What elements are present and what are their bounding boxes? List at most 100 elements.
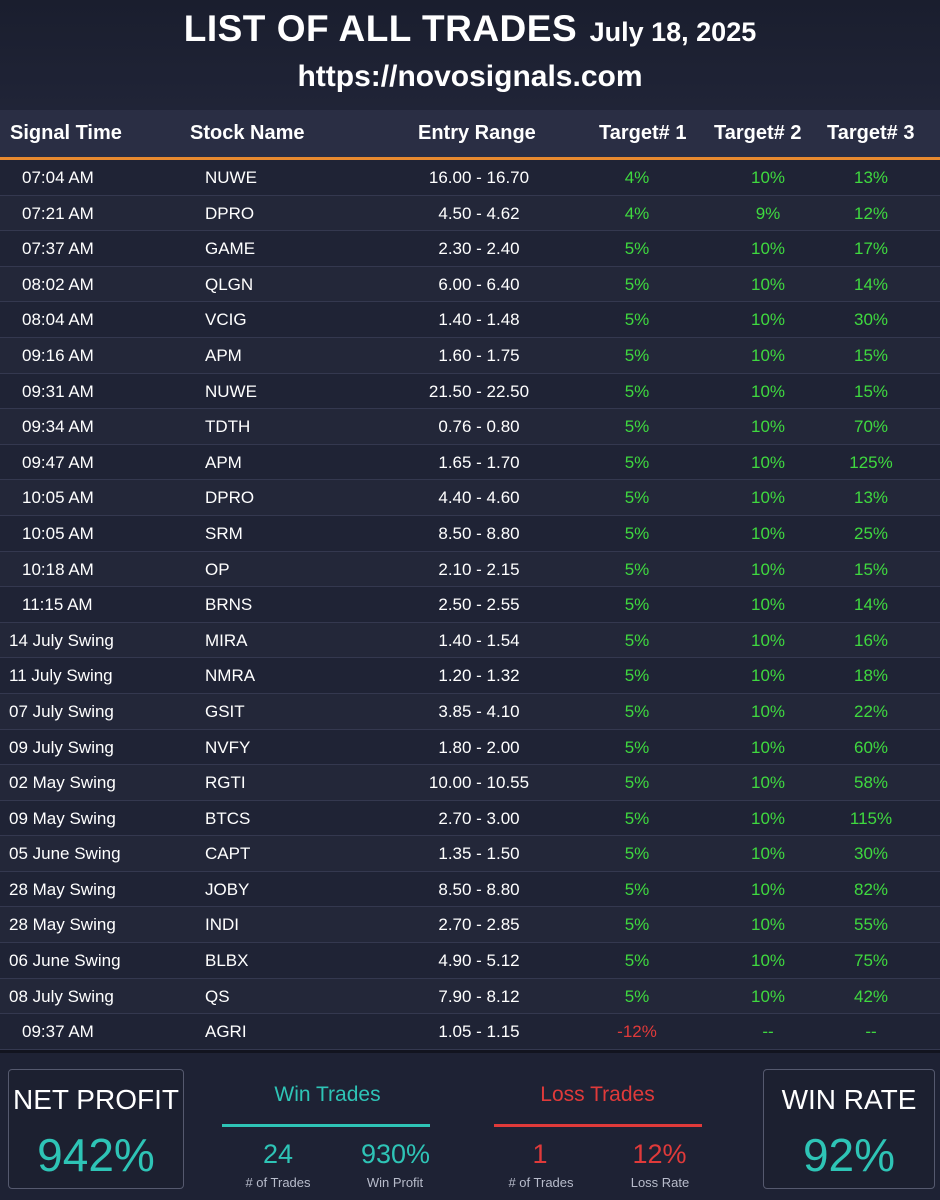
stock-name-cell: GAME <box>205 239 256 259</box>
target-1-cell: 4% <box>624 168 650 187</box>
target-1-cell: 5% <box>624 417 650 437</box>
stock-name-cell: NUWE <box>205 381 257 401</box>
signal-time-cell: 07:21 AM <box>22 203 94 223</box>
entry-range-cell: 16.00 - 16.70 <box>428 168 530 187</box>
entry-range-cell: 2.70 - 3.00 <box>438 808 520 828</box>
stock-name-cell: OP <box>205 559 230 579</box>
target-2-cell: 10% <box>750 986 786 1006</box>
col-target-2: Target# 2 <box>714 122 802 144</box>
stock-name-cell: BLBX <box>205 951 249 971</box>
entry-range-cell: 8.50 - 8.80 <box>438 879 520 899</box>
trades-table: 07:04 AM NUWE 16.00 - 16.70 4% 10% 13% 07:21 A… <box>0 160 940 1050</box>
target-1-cell: 5% <box>624 808 650 828</box>
table-row: 07 July Swing GSIT 3.85 - 4.10 5% 10% 22% <box>0 693 940 730</box>
site-url[interactable]: https://novosignals.com <box>297 60 643 93</box>
signal-time-cell: 08 July Swing <box>9 986 114 1006</box>
target-1-cell: 5% <box>624 274 650 294</box>
table-row: 10:05 AM DPRO 4.40 - 4.60 5% 10% 13% <box>0 480 940 516</box>
target-2-cell: 10% <box>750 701 786 721</box>
entry-range-cell: 1.80 - 2.00 <box>438 737 520 757</box>
win-rate-box: WIN RATE 92% <box>763 1069 935 1189</box>
target-2-cell: 10% <box>750 666 786 686</box>
stock-name-cell: BRNS <box>205 595 253 615</box>
target-1-cell: 5% <box>624 488 650 508</box>
target-3-cell: 18% <box>853 666 889 686</box>
target-2-cell: 10% <box>750 381 786 401</box>
table-row: 11 July Swing NMRA 1.20 - 1.32 5% 10% 18% <box>0 658 940 694</box>
win-profit-caption: Win Profit <box>366 1175 424 1190</box>
target-2-cell: 10% <box>750 773 786 793</box>
win-count: 24 <box>262 1139 294 1169</box>
entry-range-cell: 1.65 - 1.70 <box>438 452 520 472</box>
target-2-cell: 10% <box>750 737 786 757</box>
table-row: 09 July Swing NVFY 1.80 - 2.00 5% 10% 60% <box>0 729 940 766</box>
target-1-cell: 5% <box>624 879 650 899</box>
entry-range-cell: 2.30 - 2.40 <box>438 239 520 259</box>
stock-name-cell: TDTH <box>205 417 251 437</box>
entry-range-cell: 6.00 - 6.40 <box>438 274 520 294</box>
target-2-cell: -- <box>762 1022 774 1042</box>
loss-rate: 12% <box>632 1139 687 1169</box>
target-3-cell: 125% <box>849 452 893 472</box>
entry-range-cell: 2.10 - 2.15 <box>438 559 520 579</box>
col-entry-range: Entry Range <box>418 122 536 144</box>
signal-time-cell: 09 May Swing <box>9 808 116 828</box>
table-row: 06 June Swing BLBX 4.90 - 5.12 5% 10% 75% <box>0 943 940 979</box>
target-3-cell: 15% <box>853 559 889 579</box>
signal-time-cell: 09:37 AM <box>22 1022 94 1042</box>
target-3-cell: 70% <box>853 417 889 437</box>
entry-range-cell: 1.40 - 1.54 <box>438 630 520 650</box>
entry-range-cell: 10.00 - 10.55 <box>428 773 530 793</box>
table-row: 10:05 AM SRM 8.50 - 8.80 5% 10% 25% <box>0 515 940 552</box>
stock-name-cell: QLGN <box>205 274 254 294</box>
stock-name-cell: AGRI <box>205 1022 247 1042</box>
target-3-cell: 16% <box>853 630 889 650</box>
target-1-cell: 5% <box>624 239 650 259</box>
target-3-cell: 15% <box>853 381 889 401</box>
target-2-cell: 10% <box>750 808 786 828</box>
table-row: 07:21 AM DPRO 4.50 - 4.62 4% 9% 12% <box>0 195 940 232</box>
signal-time-cell: 08:04 AM <box>22 310 94 330</box>
table-row: 07:04 AM NUWE 16.00 - 16.70 4% 10% 13% <box>0 160 940 196</box>
entry-range-cell: 2.70 - 2.85 <box>438 915 520 935</box>
stock-name-cell: MIRA <box>205 630 248 650</box>
stock-name-cell: DPRO <box>205 488 255 508</box>
table-row: 08 July Swing QS 7.90 - 8.12 5% 10% 42% <box>0 978 940 1015</box>
table-row: 09:16 AM APM 1.60 - 1.75 5% 10% 15% <box>0 337 940 374</box>
signal-time-cell: 09:31 AM <box>22 381 94 401</box>
loss-count-caption: # of Trades <box>508 1175 574 1190</box>
target-3-cell: 12% <box>853 203 889 223</box>
target-3-cell: 17% <box>853 239 889 259</box>
win-profit: 930% <box>360 1139 431 1169</box>
target-2-cell: 10% <box>750 630 786 650</box>
target-1-cell: 5% <box>624 595 650 615</box>
stock-name-cell: CAPT <box>205 844 251 864</box>
footer-divider <box>0 1050 940 1053</box>
target-2-cell: 10% <box>750 239 786 259</box>
target-2-cell: 10% <box>750 915 786 935</box>
signal-time-cell: 10:05 AM <box>22 488 94 508</box>
signal-time-cell: 28 May Swing <box>9 915 116 935</box>
header: LIST OF ALL TRADES July 18, 2025 https:/… <box>0 0 940 110</box>
signal-time-cell: 02 May Swing <box>9 773 116 793</box>
win-rate-value: 92% <box>802 1129 896 1181</box>
target-3-cell: 115% <box>849 808 893 828</box>
stock-name-cell: APM <box>205 452 242 472</box>
target-2-cell: 10% <box>750 168 786 187</box>
target-2-cell: 10% <box>750 523 786 543</box>
target-3-cell: 75% <box>853 951 889 971</box>
entry-range-cell: 3.85 - 4.10 <box>438 701 520 721</box>
table-row: 10:18 AM OP 2.10 - 2.15 5% 10% 15% <box>0 551 940 588</box>
target-3-cell: 55% <box>853 915 889 935</box>
table-row: 14 July Swing MIRA 1.40 - 1.54 5% 10% 16% <box>0 622 940 659</box>
target-1-cell: 5% <box>624 452 650 472</box>
target-3-cell: 14% <box>853 595 889 615</box>
signal-time-cell: 07:04 AM <box>22 168 94 187</box>
col-stock-name: Stock Name <box>190 122 305 144</box>
entry-range-cell: 1.05 - 1.15 <box>438 1022 520 1042</box>
target-2-cell: 9% <box>755 203 781 223</box>
entry-range-cell: 8.50 - 8.80 <box>438 523 520 543</box>
target-1-cell: -12% <box>617 1022 657 1042</box>
signal-time-cell: 09 July Swing <box>9 737 114 757</box>
target-1-cell: 5% <box>624 773 650 793</box>
